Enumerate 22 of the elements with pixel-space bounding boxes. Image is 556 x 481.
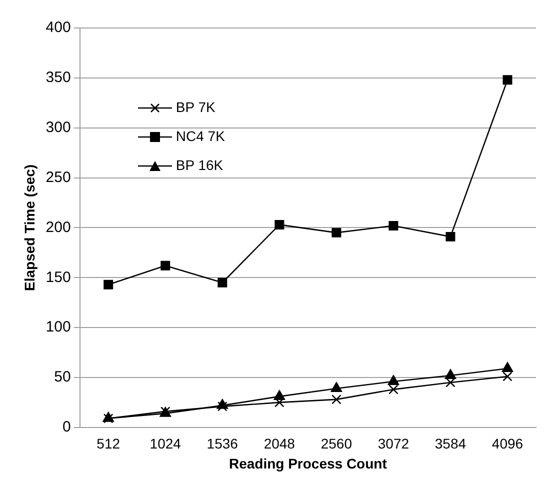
legend-label: BP 16K — [176, 157, 224, 173]
y-tick-label: 400 — [46, 19, 71, 36]
y-tick-label: 0 — [62, 418, 71, 436]
y-tick-label: 150 — [46, 268, 71, 286]
x-tick-label: 512 — [96, 436, 120, 452]
x-tick-label: 1024 — [150, 436, 182, 452]
y-tick-label: 100 — [46, 318, 71, 336]
y-axis-title: Elapsed Time (sec) — [21, 164, 38, 291]
x-tick-label: 3584 — [434, 436, 466, 452]
legend-label: NC4 7K — [176, 128, 225, 144]
legend-label: BP 7K — [176, 99, 216, 115]
x-tick-label: 4096 — [492, 436, 524, 452]
x-tick-label: 2048 — [264, 436, 296, 452]
y-tick-label: 250 — [46, 168, 71, 186]
y-tick-label: 300 — [46, 118, 71, 136]
x-axis-title: Reading Process Count — [228, 455, 388, 472]
x-tick-label: 3072 — [378, 436, 410, 452]
y-tick-label: 50 — [54, 368, 71, 386]
y-tick-label: 350 — [46, 69, 71, 86]
x-tick-label: 1536 — [206, 436, 238, 452]
y-tick-label: 200 — [46, 218, 71, 236]
x-tick-label: 2560 — [320, 436, 352, 452]
